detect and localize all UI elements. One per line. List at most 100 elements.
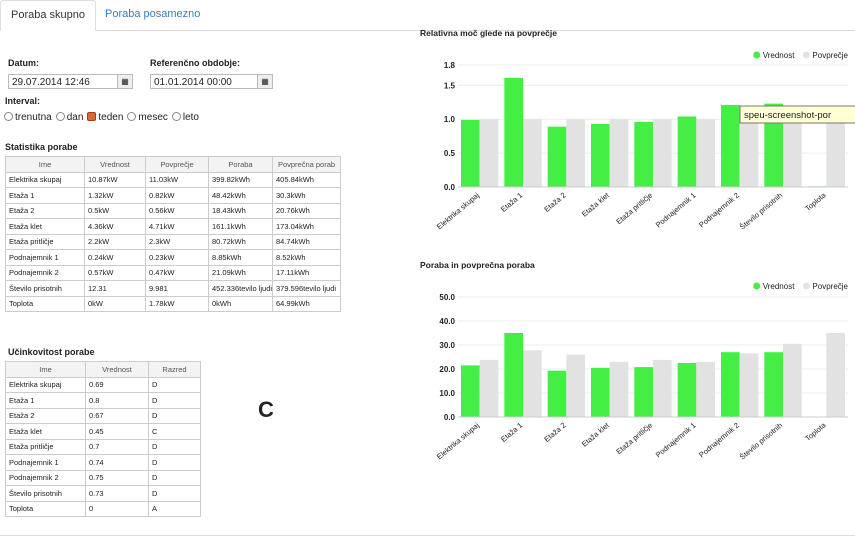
bar bbox=[504, 77, 523, 187]
y-tick-label: 20.0 bbox=[439, 365, 455, 374]
bar bbox=[461, 119, 480, 187]
x-tick-label: Podnajemnik 2 bbox=[697, 421, 741, 460]
bar bbox=[566, 354, 585, 417]
calendar-button[interactable]: ▦ bbox=[117, 74, 133, 89]
y-tick-label: 10.0 bbox=[439, 389, 455, 398]
divider bbox=[0, 535, 855, 536]
x-tick-label: Podnajemnik 1 bbox=[654, 421, 698, 460]
date-input[interactable]: 29.07.2014 12:46 bbox=[8, 74, 118, 89]
bar bbox=[566, 119, 585, 187]
tooltip-box bbox=[739, 105, 855, 124]
radio-option[interactable]: trenutna bbox=[4, 112, 54, 123]
header-cell: Razred bbox=[148, 361, 201, 378]
radio-option[interactable]: mesec bbox=[127, 112, 169, 123]
radio bbox=[55, 112, 65, 121]
row: Toplota 0kW 1.78kW 0kWh 64.99kWh bbox=[5, 295, 341, 312]
legend-swatch bbox=[753, 51, 761, 59]
chart-title: Relativna moč glede na povprečje bbox=[420, 28, 557, 38]
tab[interactable]: Poraba posamezno bbox=[105, 8, 201, 20]
table-title: Učinkovitost porabe bbox=[8, 347, 95, 357]
header-cell: Ime bbox=[5, 361, 86, 378]
x-tick-label: Etaža pritličje bbox=[614, 421, 654, 457]
row: Etaža klet 0.45 C bbox=[5, 423, 201, 440]
legend-label: Vrednost bbox=[763, 282, 796, 291]
row: Število prisotnih 12.31 9.981 452.336tevilo… bbox=[5, 280, 341, 297]
legend-label: Povprečje bbox=[812, 51, 848, 60]
tab-bar: Poraba skupno Poraba posamezno bbox=[0, 0, 855, 31]
radio bbox=[171, 112, 181, 121]
header-cell: Ime bbox=[5, 156, 85, 173]
row: Število prisotnih 0.73 D bbox=[5, 485, 201, 502]
radio-label: trenutna bbox=[15, 112, 52, 123]
x-tick-label: Toplota bbox=[803, 420, 828, 443]
header-cell: Poraba bbox=[208, 156, 273, 173]
y-tick-label: 50.0 bbox=[439, 293, 455, 302]
y-tick-label: 1.8 bbox=[444, 61, 456, 70]
x-tick-label: Etaža klet bbox=[580, 190, 612, 219]
tooltip-text: speu-screenshot-por bbox=[744, 110, 831, 121]
y-tick-label: 1.0 bbox=[444, 115, 456, 124]
row: Toplota 0 A bbox=[5, 500, 201, 517]
bar bbox=[461, 365, 480, 417]
y-tick-label: 0.0 bbox=[444, 413, 456, 422]
bar bbox=[783, 119, 802, 187]
row: Etaža 1 1.32kW 0.82kW 48.42kWh 30.3kWh bbox=[5, 187, 341, 204]
legend-label: Povprečje bbox=[812, 282, 848, 291]
x-tick-label: Etaža 1 bbox=[499, 191, 524, 214]
bar bbox=[479, 359, 499, 417]
x-tick-label: Podnajemnik 2 bbox=[697, 191, 741, 230]
legend-swatch bbox=[802, 282, 810, 290]
row: Podnajemnik 2 0.75 D bbox=[5, 469, 201, 486]
bar bbox=[764, 103, 783, 187]
x-tick-label: Število prisotnih bbox=[738, 191, 784, 232]
radio bbox=[127, 112, 137, 121]
efficiency-table: Ime Vrednost Razred Elektrika skupaj 0.69 D Et… bbox=[5, 361, 201, 517]
y-tick-label: 0.5 bbox=[444, 149, 456, 158]
y-tick-label: 40.0 bbox=[439, 317, 455, 326]
row: Etaža 2 0.5kW 0.56kW 18.43kWh 20.76kWh bbox=[5, 202, 341, 219]
radio bbox=[4, 112, 13, 121]
stats-table: Ime Vrednost Povprečje Poraba Povprečna pora… bbox=[5, 156, 341, 312]
radio bbox=[87, 112, 97, 121]
bar bbox=[609, 361, 629, 417]
row: Podnajemnik 2 0.57kW 0.47kW 21.09kWh 17.11kW… bbox=[5, 264, 341, 281]
radio-label: mesec bbox=[138, 112, 168, 123]
radio-option[interactable]: dan bbox=[55, 112, 86, 123]
x-tick-label: Elektrika skupaj bbox=[435, 420, 481, 461]
row: Etaža pritličje 0.7 D bbox=[5, 438, 201, 455]
bar bbox=[547, 370, 567, 417]
bar bbox=[739, 119, 759, 187]
bar bbox=[653, 359, 672, 417]
bar bbox=[591, 367, 610, 417]
radio-label: leto bbox=[182, 112, 199, 123]
x-tick-label: Elektrika skupaj bbox=[435, 190, 481, 231]
marker-letter: C bbox=[258, 397, 274, 422]
cell: A bbox=[148, 500, 201, 517]
radio-option[interactable]: teden bbox=[87, 112, 125, 123]
x-tick-label: Toplota bbox=[803, 190, 828, 213]
tab[interactable]: Poraba skupno bbox=[0, 0, 96, 31]
cell: 64.99kWh bbox=[272, 295, 341, 312]
y-tick-label: 1.5 bbox=[444, 81, 456, 90]
bar bbox=[721, 104, 740, 187]
calendar-button[interactable]: ▦ bbox=[257, 74, 273, 89]
date-label: Datum: bbox=[8, 58, 39, 68]
y-tick-label: 30.0 bbox=[439, 341, 455, 350]
bar bbox=[523, 350, 542, 417]
interval-options: trenutna dan teden mesec leto bbox=[4, 112, 203, 123]
row: Etaža klet 4.36kW 4.71kW 161.1kWh 173.04kWh bbox=[5, 218, 341, 235]
bar bbox=[696, 119, 715, 187]
radio-option[interactable]: leto bbox=[171, 112, 201, 123]
bar bbox=[677, 363, 697, 417]
row: Podnajemnik 1 0.24kW 0.23kW 8.85kWh 8.52kWh bbox=[5, 249, 341, 266]
legend-swatch bbox=[802, 51, 810, 59]
bar bbox=[826, 119, 845, 187]
bar bbox=[721, 352, 740, 417]
table-title: Statistika porabe bbox=[5, 142, 78, 152]
legend-label: Vrednost bbox=[763, 51, 796, 60]
bar bbox=[547, 126, 567, 187]
chart-title: Poraba in povprečna poraba bbox=[420, 260, 535, 270]
bar bbox=[826, 333, 845, 417]
x-tick-label: Etaža 1 bbox=[499, 421, 524, 444]
